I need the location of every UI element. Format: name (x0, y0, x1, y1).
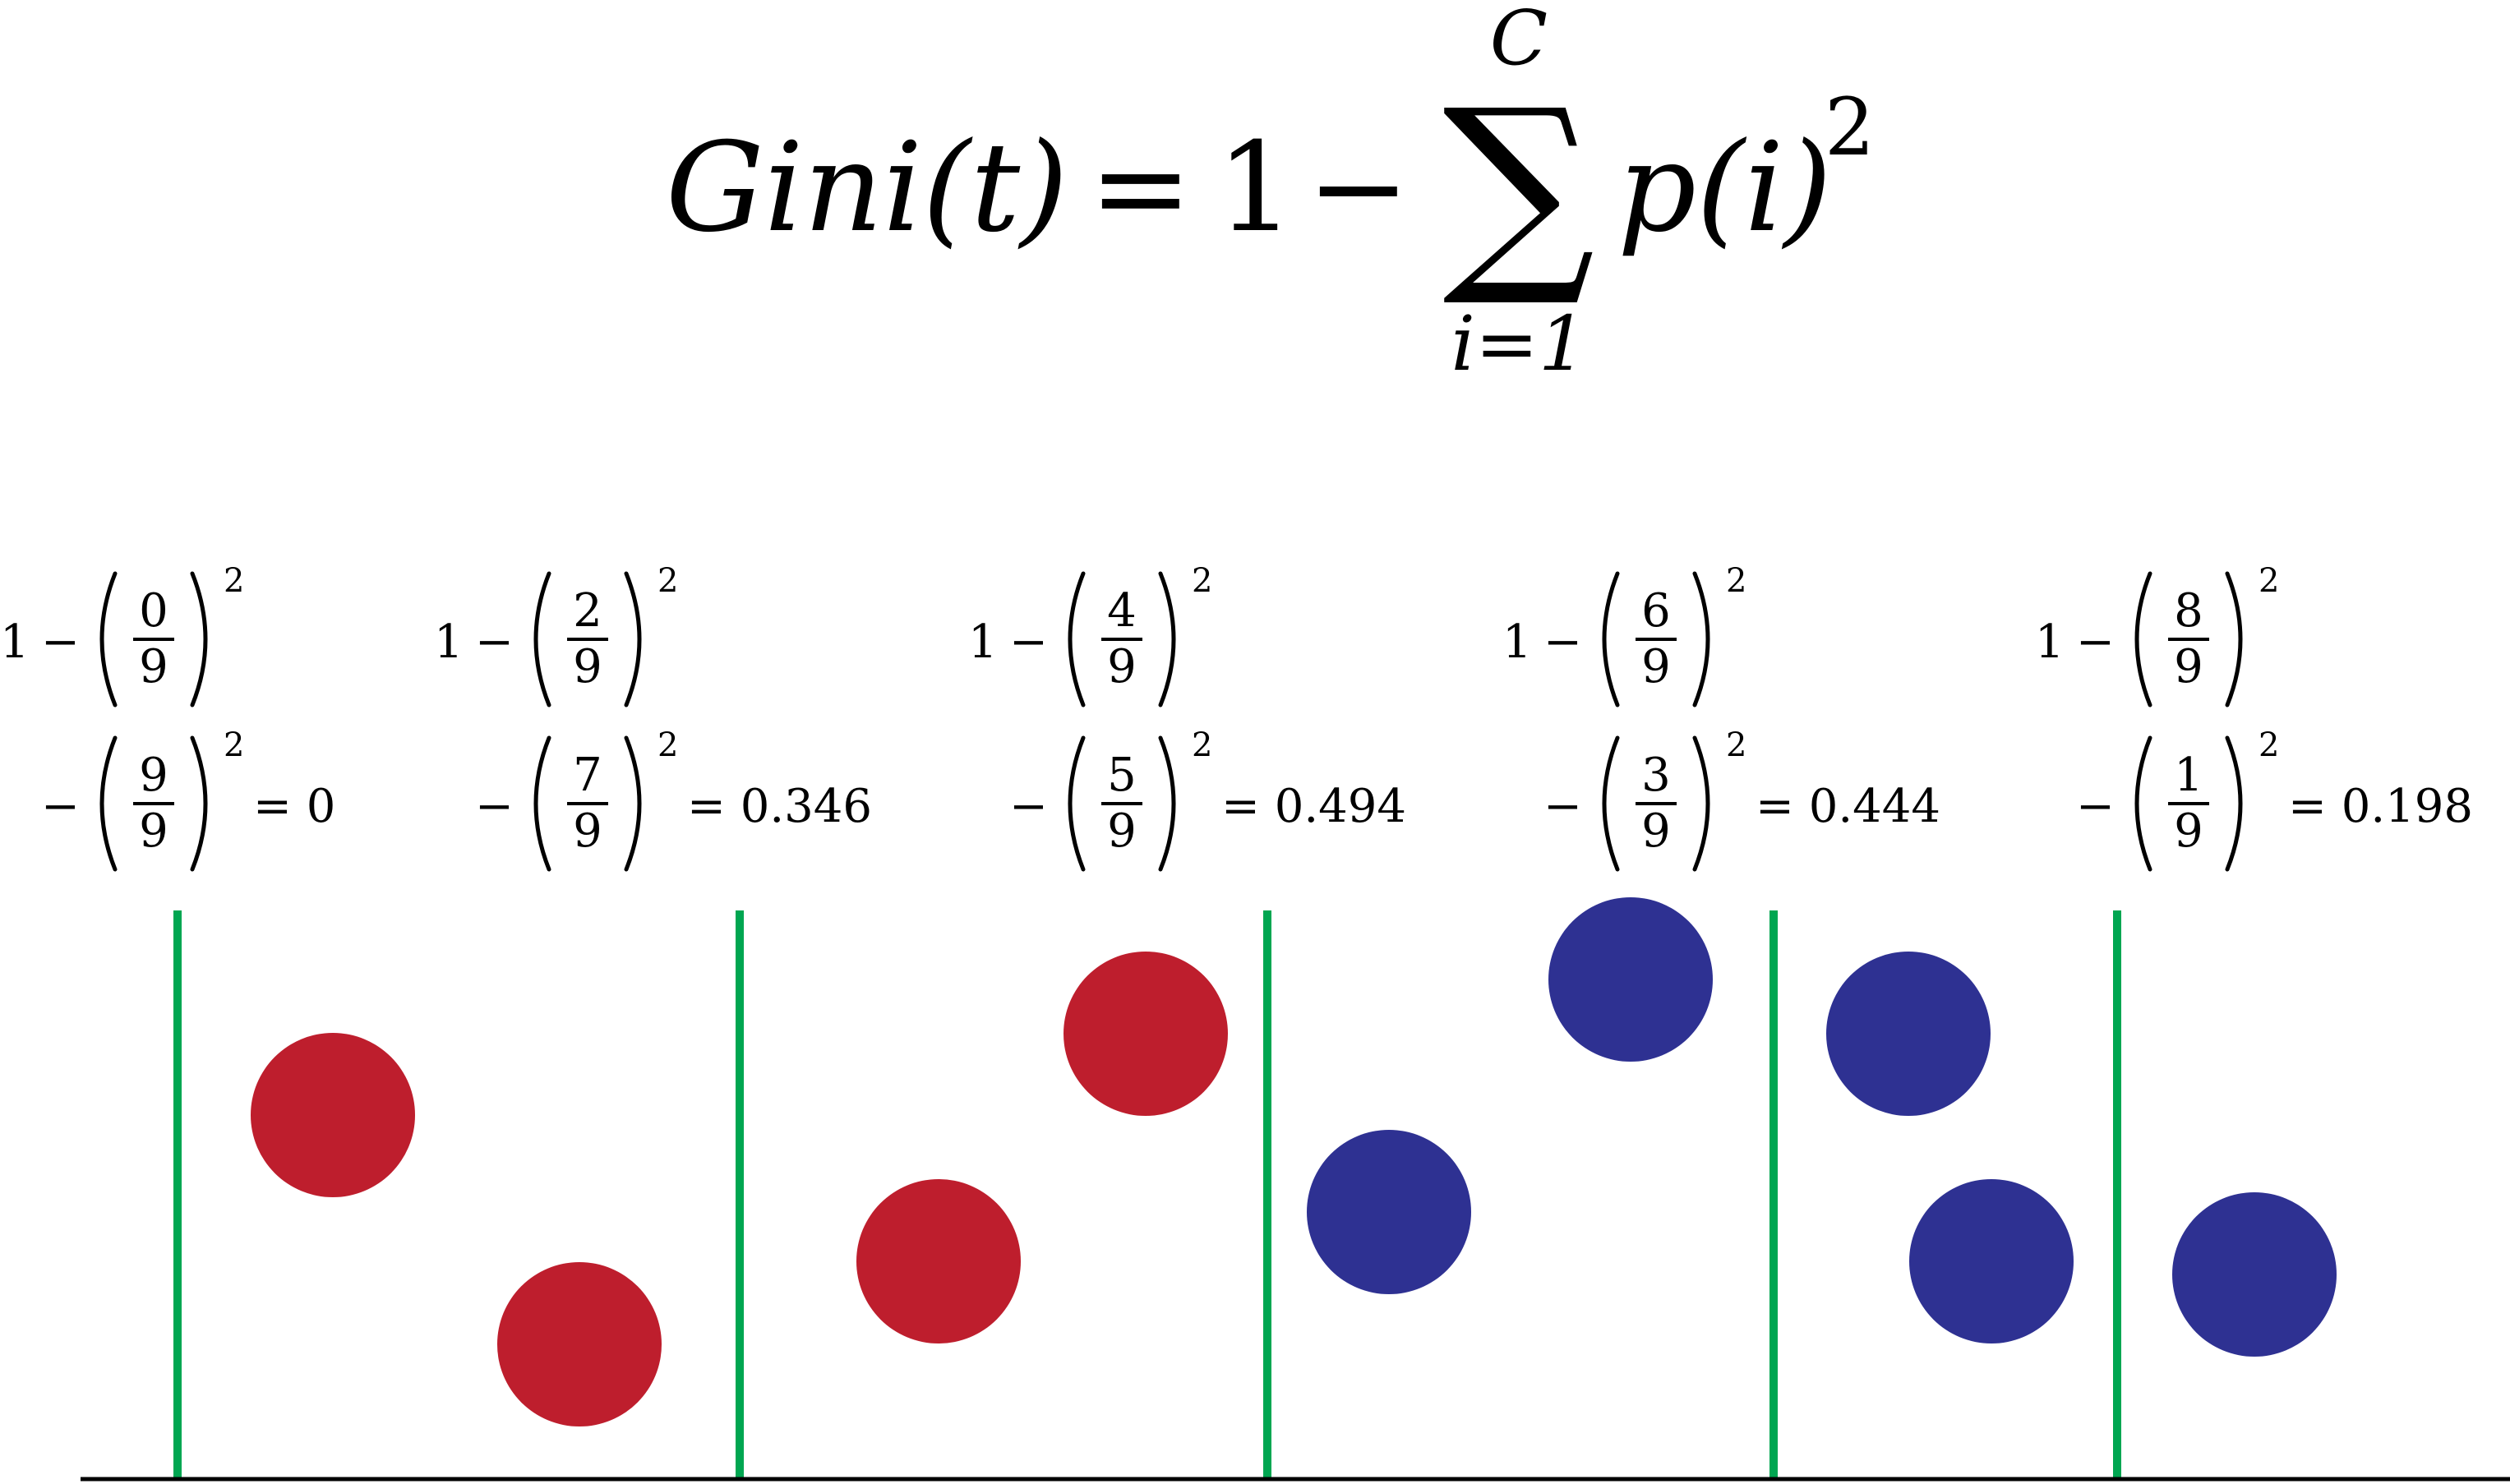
split-minus-1: − (1543, 615, 1582, 669)
split-frac-1-numerator: 0 (139, 584, 168, 638)
split-minus-2: − (475, 780, 514, 833)
split-minus-2: − (1543, 780, 1582, 833)
split-minus-2: − (1009, 780, 1048, 833)
blue-point (1909, 1179, 2074, 1343)
split-frac-1-numerator: 6 (1641, 584, 1671, 638)
split-minus-1: − (2076, 615, 2115, 669)
red-point (1064, 952, 1228, 1116)
split-frac-2-exponent: 2 (2259, 726, 2279, 764)
split-frac-1-exponent: 2 (1192, 562, 1212, 600)
split-frac-2-numerator: 3 (1641, 749, 1671, 802)
sum-upper-limit: C (1490, 0, 1548, 82)
split-frac-2-close-paren (624, 735, 642, 872)
split-frac-1-close-paren (190, 571, 208, 707)
split-result: = 0.444 (1756, 780, 1940, 833)
split-frac-2-open-paren (2134, 735, 2152, 872)
split-frac-2-numerator: 5 (1107, 749, 1137, 802)
data-points (251, 897, 2337, 1426)
gini-formula: Gini(t) = 1 − C ∑ i=1 p(i) 2 (666, 0, 1875, 388)
split-minus-2: − (2076, 780, 2115, 833)
split-frac-2-numerator: 9 (139, 749, 168, 802)
split-frac-2-close-paren (190, 735, 208, 872)
split-frac-1-close-paren (1692, 571, 1710, 707)
split-frac-1-open-paren (533, 571, 551, 707)
split-formula-4: 1 −692−392= 0.444 (1502, 562, 1940, 872)
red-point (497, 1262, 662, 1426)
split-result: = 0.198 (2288, 780, 2473, 833)
split-frac-1-denominator: 9 (1641, 640, 1671, 694)
split-frac-2-exponent: 2 (1192, 726, 1212, 764)
split-result: = 0.346 (687, 780, 872, 833)
split-result: = 0.494 (1221, 780, 1406, 833)
split-frac-1-denominator: 9 (2174, 640, 2203, 694)
split-result: = 0 (253, 780, 335, 833)
split-frac-1-exponent: 2 (224, 562, 244, 600)
split-frac-2-denominator: 9 (1107, 804, 1137, 858)
split-frac-2-exponent: 2 (224, 726, 244, 764)
split-minus-1: − (475, 615, 514, 669)
split-formula-1: 1 −092−992= 0 (0, 562, 335, 872)
split-frac-2-numerator: 7 (573, 749, 602, 802)
split-frac-1-open-paren (99, 571, 118, 707)
split-minus-2: − (41, 780, 80, 833)
split-dividers (173, 910, 2121, 1479)
blue-point (2172, 1192, 2337, 1357)
formula-summand: p(i) (1617, 117, 1832, 260)
formula-one: 1 (1216, 117, 1294, 260)
blue-point (1548, 897, 1713, 1062)
split-frac-1-exponent: 2 (1726, 562, 1746, 600)
split-frac-1-numerator: 8 (2174, 584, 2203, 638)
formula-minus: − (1307, 117, 1410, 260)
split-frac-2-open-paren (1602, 735, 1620, 872)
split-frac-2-denominator: 9 (2174, 804, 2203, 858)
blue-point (1826, 952, 1991, 1116)
split-frac-2-denominator: 9 (573, 804, 602, 858)
split-frac-2-numerator: 1 (2174, 749, 2203, 802)
split-formula-3: 1 −492−592= 0.494 (968, 562, 1406, 872)
split-frac-1-open-paren (2134, 571, 2152, 707)
split-frac-1-numerator: 2 (573, 584, 602, 638)
split-frac-1-close-paren (624, 571, 642, 707)
formula-lhs: Gini(t) (666, 117, 1068, 260)
split-frac-2-denominator: 9 (1641, 804, 1671, 858)
red-point (251, 1033, 415, 1197)
split-frac-2-denominator: 9 (139, 804, 168, 858)
split-frac-2-exponent: 2 (657, 726, 678, 764)
split-frac-1-exponent: 2 (2259, 562, 2279, 600)
red-point (856, 1179, 1021, 1343)
split-frac-1-close-paren (1158, 571, 1176, 707)
split-one: 1 (1502, 615, 1532, 669)
split-frac-2-close-paren (1692, 735, 1710, 872)
split-one: 1 (0, 615, 30, 669)
split-frac-2-exponent: 2 (1726, 726, 1746, 764)
blue-point (1307, 1130, 1471, 1294)
formula-exponent: 2 (1825, 81, 1875, 173)
sum-symbol: ∑ (1442, 64, 1595, 312)
split-minus-1: − (1009, 615, 1048, 669)
sum-lower-limit: i=1 (1451, 300, 1586, 388)
split-minus-1: − (41, 615, 80, 669)
split-frac-1-denominator: 9 (139, 640, 168, 694)
split-frac-1-open-paren (1068, 571, 1086, 707)
split-frac-2-open-paren (99, 735, 118, 872)
split-frac-2-close-paren (1158, 735, 1176, 872)
split-frac-2-close-paren (2225, 735, 2243, 872)
split-formula-5: 1 −892−192= 0.198 (2035, 562, 2473, 872)
split-frac-1-close-paren (2225, 571, 2243, 707)
split-frac-1-denominator: 9 (573, 640, 602, 694)
split-frac-2-open-paren (1068, 735, 1086, 872)
split-one: 1 (2035, 615, 2065, 669)
split-one: 1 (968, 615, 998, 669)
split-frac-2-open-paren (533, 735, 551, 872)
split-frac-1-open-paren (1602, 571, 1620, 707)
split-one: 1 (434, 615, 464, 669)
split-frac-1-denominator: 9 (1107, 640, 1137, 694)
split-frac-1-numerator: 4 (1107, 584, 1137, 638)
split-frac-1-exponent: 2 (657, 562, 678, 600)
formula-equals: = (1089, 117, 1193, 260)
split-formula-2: 1 −292−792= 0.346 (434, 562, 872, 872)
